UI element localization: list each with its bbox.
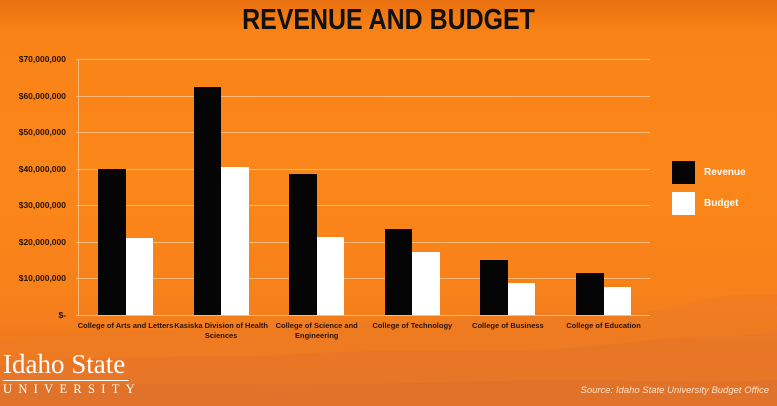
budget-bar	[316, 236, 345, 315]
revenue-bar	[576, 273, 604, 315]
gridline	[76, 205, 650, 207]
gridline	[76, 315, 650, 316]
budget-bar	[603, 286, 631, 315]
x-axis-category-label: College of Education	[566, 321, 641, 330]
revenue-bar	[480, 260, 508, 315]
x-axis-category-label: Kasiska Division of Health Sciences	[174, 321, 268, 340]
revenue-bar	[193, 86, 222, 315]
university-logo-name: Idaho State	[3, 349, 126, 379]
legend-label-revenue: Revenue	[704, 167, 746, 178]
revenue-bar	[289, 173, 317, 315]
gridline	[76, 95, 650, 97]
legend-swatch-revenue	[672, 161, 695, 184]
gridline	[76, 168, 650, 170]
logo-divider	[3, 380, 129, 381]
y-axis-tick-label: $-	[58, 310, 66, 320]
budget-bar	[125, 238, 153, 315]
x-axis-category-label: College of Business	[472, 321, 544, 330]
x-axis-category-label: College of Arts and Letters	[77, 321, 174, 330]
legend-swatch-budget	[672, 192, 695, 215]
y-axis-tick-label: $30,000,000	[18, 200, 66, 211]
slide-title: REVENUE AND BUDGET	[242, 4, 535, 36]
y-axis-tick-label: $70,000,000	[18, 54, 66, 64]
y-axis-tick-label: $20,000,000	[18, 236, 66, 247]
budget-bar	[507, 282, 536, 315]
revenue-bar	[98, 168, 126, 315]
y-axis-line	[78, 59, 79, 316]
budget-bar	[221, 166, 249, 315]
y-axis-tick-label: $40,000,000	[18, 163, 66, 174]
gridline	[76, 59, 650, 60]
y-axis-tick-label: $60,000,000	[18, 90, 66, 101]
gridline	[76, 132, 650, 134]
gridline	[76, 241, 650, 243]
source-note: Source: Idaho State University Budget Of…	[580, 385, 769, 396]
y-axis-tick-label: $10,000,000	[18, 273, 66, 284]
y-axis-tick-label: $50,000,000	[18, 127, 66, 138]
legend-label-budget: Budget	[704, 198, 739, 209]
gridline	[76, 278, 650, 280]
x-axis-category-label: College of Technology	[372, 321, 453, 330]
x-axis-category-label: College of Science and Engineering	[275, 321, 358, 340]
university-logo-subtitle: UNIVERSITY	[3, 382, 141, 396]
revenue-bar	[384, 229, 413, 315]
budget-bar	[412, 251, 440, 315]
